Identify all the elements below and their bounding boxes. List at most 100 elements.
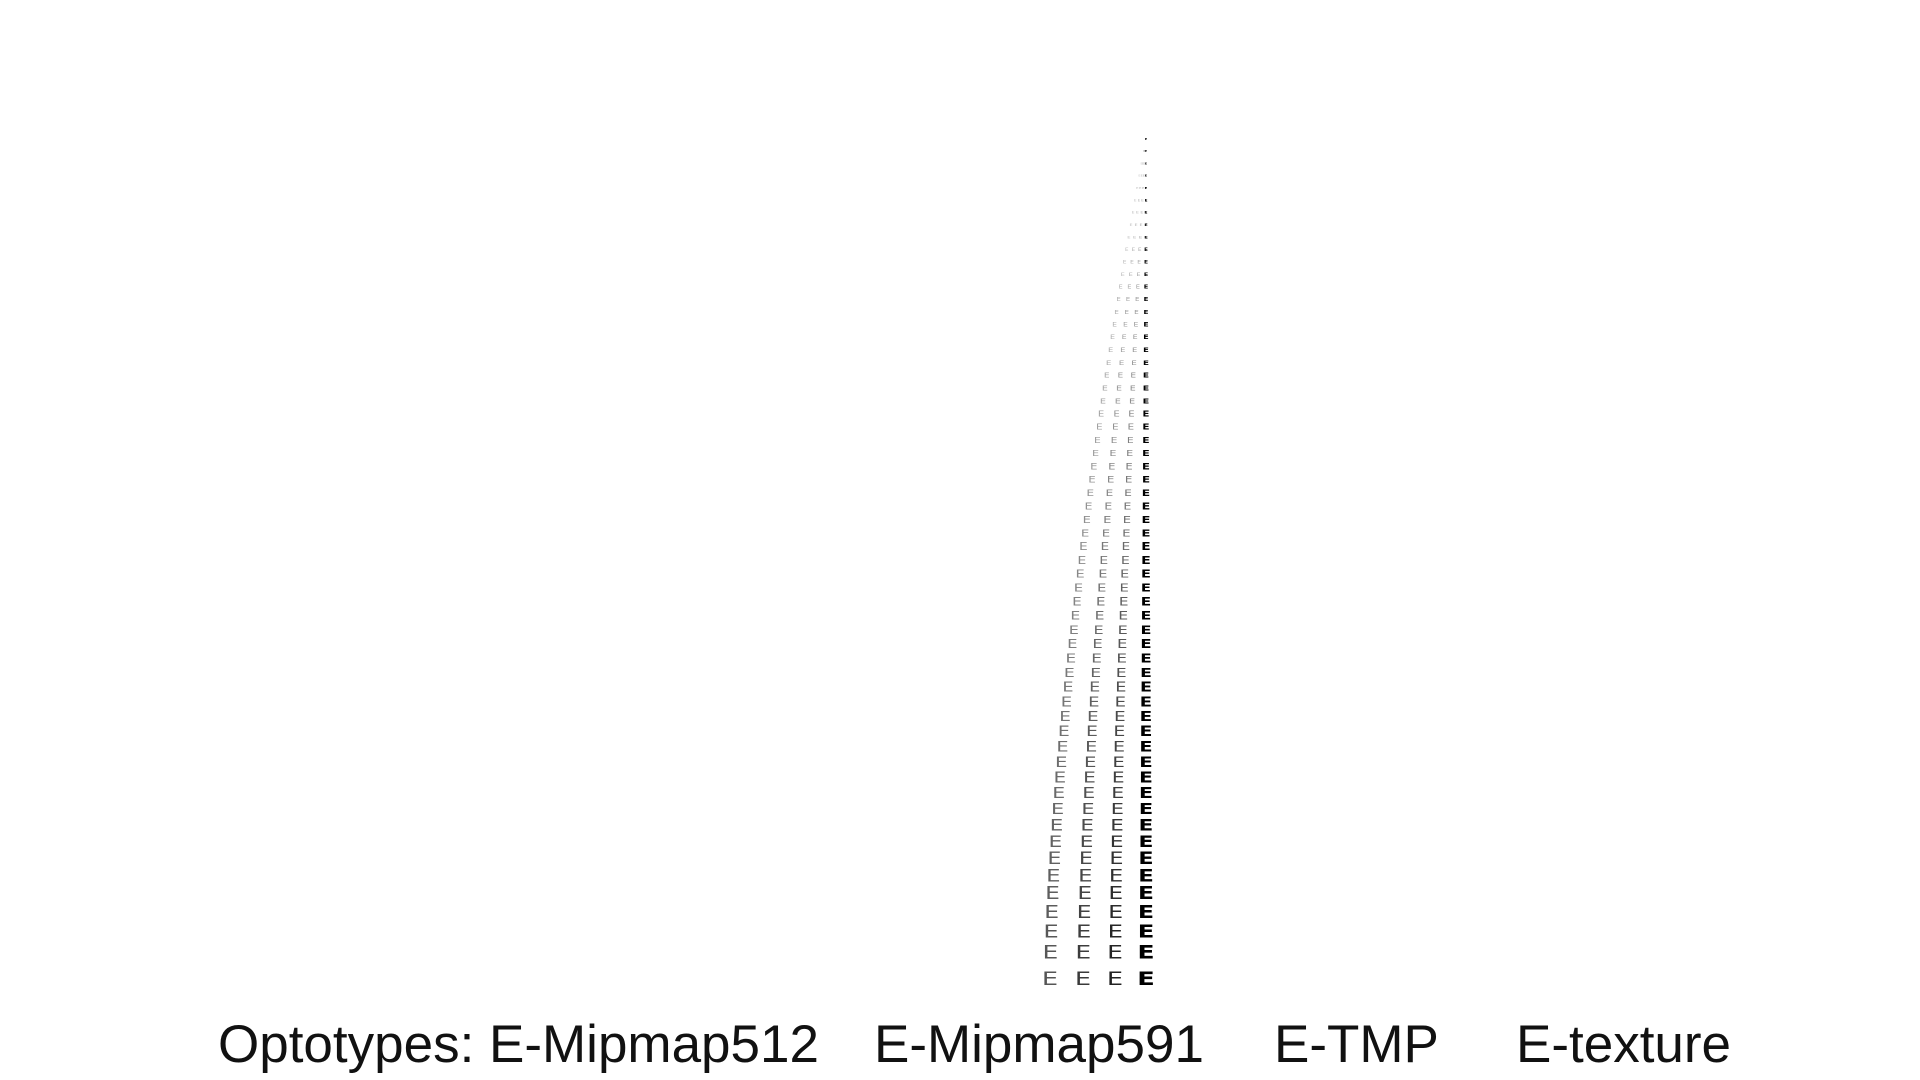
- optotype-e-1-12: E: [1084, 754, 1096, 771]
- optotype-e-2-40: E: [1130, 372, 1136, 380]
- optotype-e-2-53: E: [1140, 210, 1143, 214]
- optotype-e-3-45: E: [1144, 309, 1149, 316]
- caption-e-mipmap512: Optotypes: E-Mipmap512: [218, 1015, 819, 1074]
- optotype-e-3-50: E: [1144, 248, 1148, 253]
- optotype-e-3-40: E: [1143, 372, 1149, 380]
- optotype-e-0-17: E: [1062, 680, 1073, 695]
- optotype-e-0-43: E: [1110, 334, 1115, 341]
- optotype-e-1-7: E: [1080, 832, 1094, 851]
- optotype-e-0-9: E: [1051, 801, 1064, 819]
- optotype-e-0-55: E: [1136, 186, 1138, 189]
- optotype-e-2-58: E: [1144, 150, 1146, 153]
- optotype-e-3-21: E: [1141, 624, 1152, 637]
- optotype-e-0-5: E: [1046, 865, 1060, 885]
- optotype-e-0-3: E: [1044, 902, 1059, 922]
- optotype-e-3-22: E: [1141, 610, 1152, 623]
- optotype-e-0-47: E: [1118, 285, 1123, 290]
- optotype-e-3-25: E: [1141, 568, 1151, 581]
- optotype-e-0-11: E: [1054, 770, 1067, 787]
- optotype-e-0-57: E: [1141, 162, 1143, 165]
- optotype-e-0-21: E: [1069, 624, 1079, 637]
- optotype-e-3-24: E: [1141, 582, 1151, 595]
- optotype-e-3-31: E: [1142, 488, 1150, 499]
- optotype-e-1-54: E: [1138, 199, 1141, 202]
- optotype-e-3-6: E: [1138, 849, 1153, 868]
- optotype-e-2-29: E: [1123, 514, 1131, 526]
- optotype-e-3-42: E: [1143, 346, 1149, 354]
- optotype-e-2-37: E: [1128, 411, 1135, 419]
- optotype-e-0-23: E: [1072, 596, 1082, 609]
- optotype-e-1-44: E: [1123, 321, 1128, 328]
- optotype-e-3-35: E: [1142, 436, 1149, 445]
- optotype-e-0-59: E: [1145, 137, 1147, 140]
- optotype-e-3-43: E: [1143, 334, 1149, 341]
- optotype-e-0-13: E: [1056, 739, 1068, 756]
- optotype-e-1-53: E: [1136, 210, 1139, 214]
- optotype-e-2-8: E: [1110, 816, 1124, 835]
- optotype-e-3-32: E: [1142, 475, 1150, 485]
- optotype-e-1-5: E: [1078, 865, 1092, 885]
- optotype-e-2-21: E: [1118, 624, 1128, 637]
- optotype-e-3-33: E: [1142, 463, 1150, 472]
- optotype-e-2-16: E: [1115, 694, 1126, 710]
- optotype-e-2-7: E: [1110, 832, 1124, 851]
- optotype-e-1-22: E: [1095, 610, 1105, 623]
- optotype-e-0-49: E: [1123, 260, 1127, 265]
- optotype-e-1-11: E: [1083, 770, 1096, 787]
- optotype-e-2-44: E: [1133, 321, 1138, 328]
- optotype-e-1-8: E: [1080, 816, 1094, 835]
- optotype-e-0-0: E: [1042, 968, 1058, 990]
- optotype-e-1-38: E: [1115, 398, 1121, 406]
- optotype-e-3-20: E: [1140, 638, 1151, 651]
- optotype-e-3-14: E: [1140, 724, 1153, 740]
- optotype-e-3-12: E: [1139, 754, 1152, 771]
- optotype-e-2-4: E: [1108, 883, 1123, 903]
- optotype-e-2-9: E: [1111, 801, 1124, 819]
- optotype-e-2-49: E: [1137, 260, 1141, 265]
- optotype-e-0-14: E: [1058, 724, 1070, 740]
- optotype-e-1-56: E: [1141, 174, 1143, 177]
- optotype-e-3-30: E: [1142, 501, 1151, 512]
- optotype-e-3-8: E: [1139, 816, 1154, 835]
- optotype-e-3-49: E: [1144, 260, 1149, 265]
- optotype-e-2-3: E: [1108, 902, 1123, 922]
- optotype-e-1-0: E: [1075, 968, 1091, 990]
- optotype-e-1-13: E: [1085, 739, 1097, 756]
- optotype-e-0-51: E: [1127, 235, 1130, 240]
- optotype-e-3-15: E: [1140, 709, 1153, 725]
- optotype-e-1-19: E: [1091, 652, 1102, 666]
- optotype-e-3-18: E: [1140, 665, 1152, 680]
- optotype-e-3-26: E: [1141, 554, 1151, 567]
- optotype-e-2-59: E: [1145, 137, 1147, 140]
- optotype-e-1-34: E: [1109, 449, 1116, 458]
- optotype-e-0-24: E: [1074, 582, 1083, 595]
- optotype-e-0-33: E: [1090, 463, 1097, 472]
- optotype-e-1-35: E: [1111, 436, 1118, 445]
- optotype-e-3-28: E: [1141, 527, 1150, 539]
- optotype-e-2-35: E: [1127, 436, 1134, 445]
- optotype-e-0-40: E: [1104, 372, 1110, 380]
- optotype-e-3-10: E: [1139, 785, 1153, 803]
- optotype-e-1-40: E: [1117, 372, 1123, 380]
- optotype-e-1-23: E: [1096, 596, 1106, 609]
- optotype-e-3-36: E: [1142, 423, 1149, 432]
- optotype-e-2-33: E: [1125, 463, 1132, 472]
- optotype-e-1-26: E: [1099, 554, 1108, 567]
- optotype-e-2-48: E: [1137, 273, 1142, 278]
- optotype-e-2-51: E: [1139, 235, 1142, 240]
- optotype-e-1-31: E: [1106, 488, 1114, 499]
- optotype-e-2-43: E: [1133, 334, 1138, 341]
- optotype-e-1-39: E: [1116, 384, 1122, 392]
- optotype-e-1-18: E: [1090, 665, 1101, 680]
- optotype-e-2-20: E: [1117, 638, 1127, 651]
- optotype-e-3-4: E: [1138, 883, 1154, 903]
- optotype-e-2-19: E: [1116, 652, 1127, 666]
- optotype-e-2-32: E: [1125, 475, 1133, 485]
- optotype-e-2-39: E: [1130, 384, 1136, 392]
- optotype-e-2-26: E: [1121, 554, 1130, 567]
- optotype-e-1-52: E: [1135, 223, 1138, 228]
- optotype-e-3-9: E: [1139, 801, 1153, 819]
- optotype-e-0-8: E: [1050, 816, 1064, 835]
- optotype-e-0-26: E: [1077, 554, 1086, 567]
